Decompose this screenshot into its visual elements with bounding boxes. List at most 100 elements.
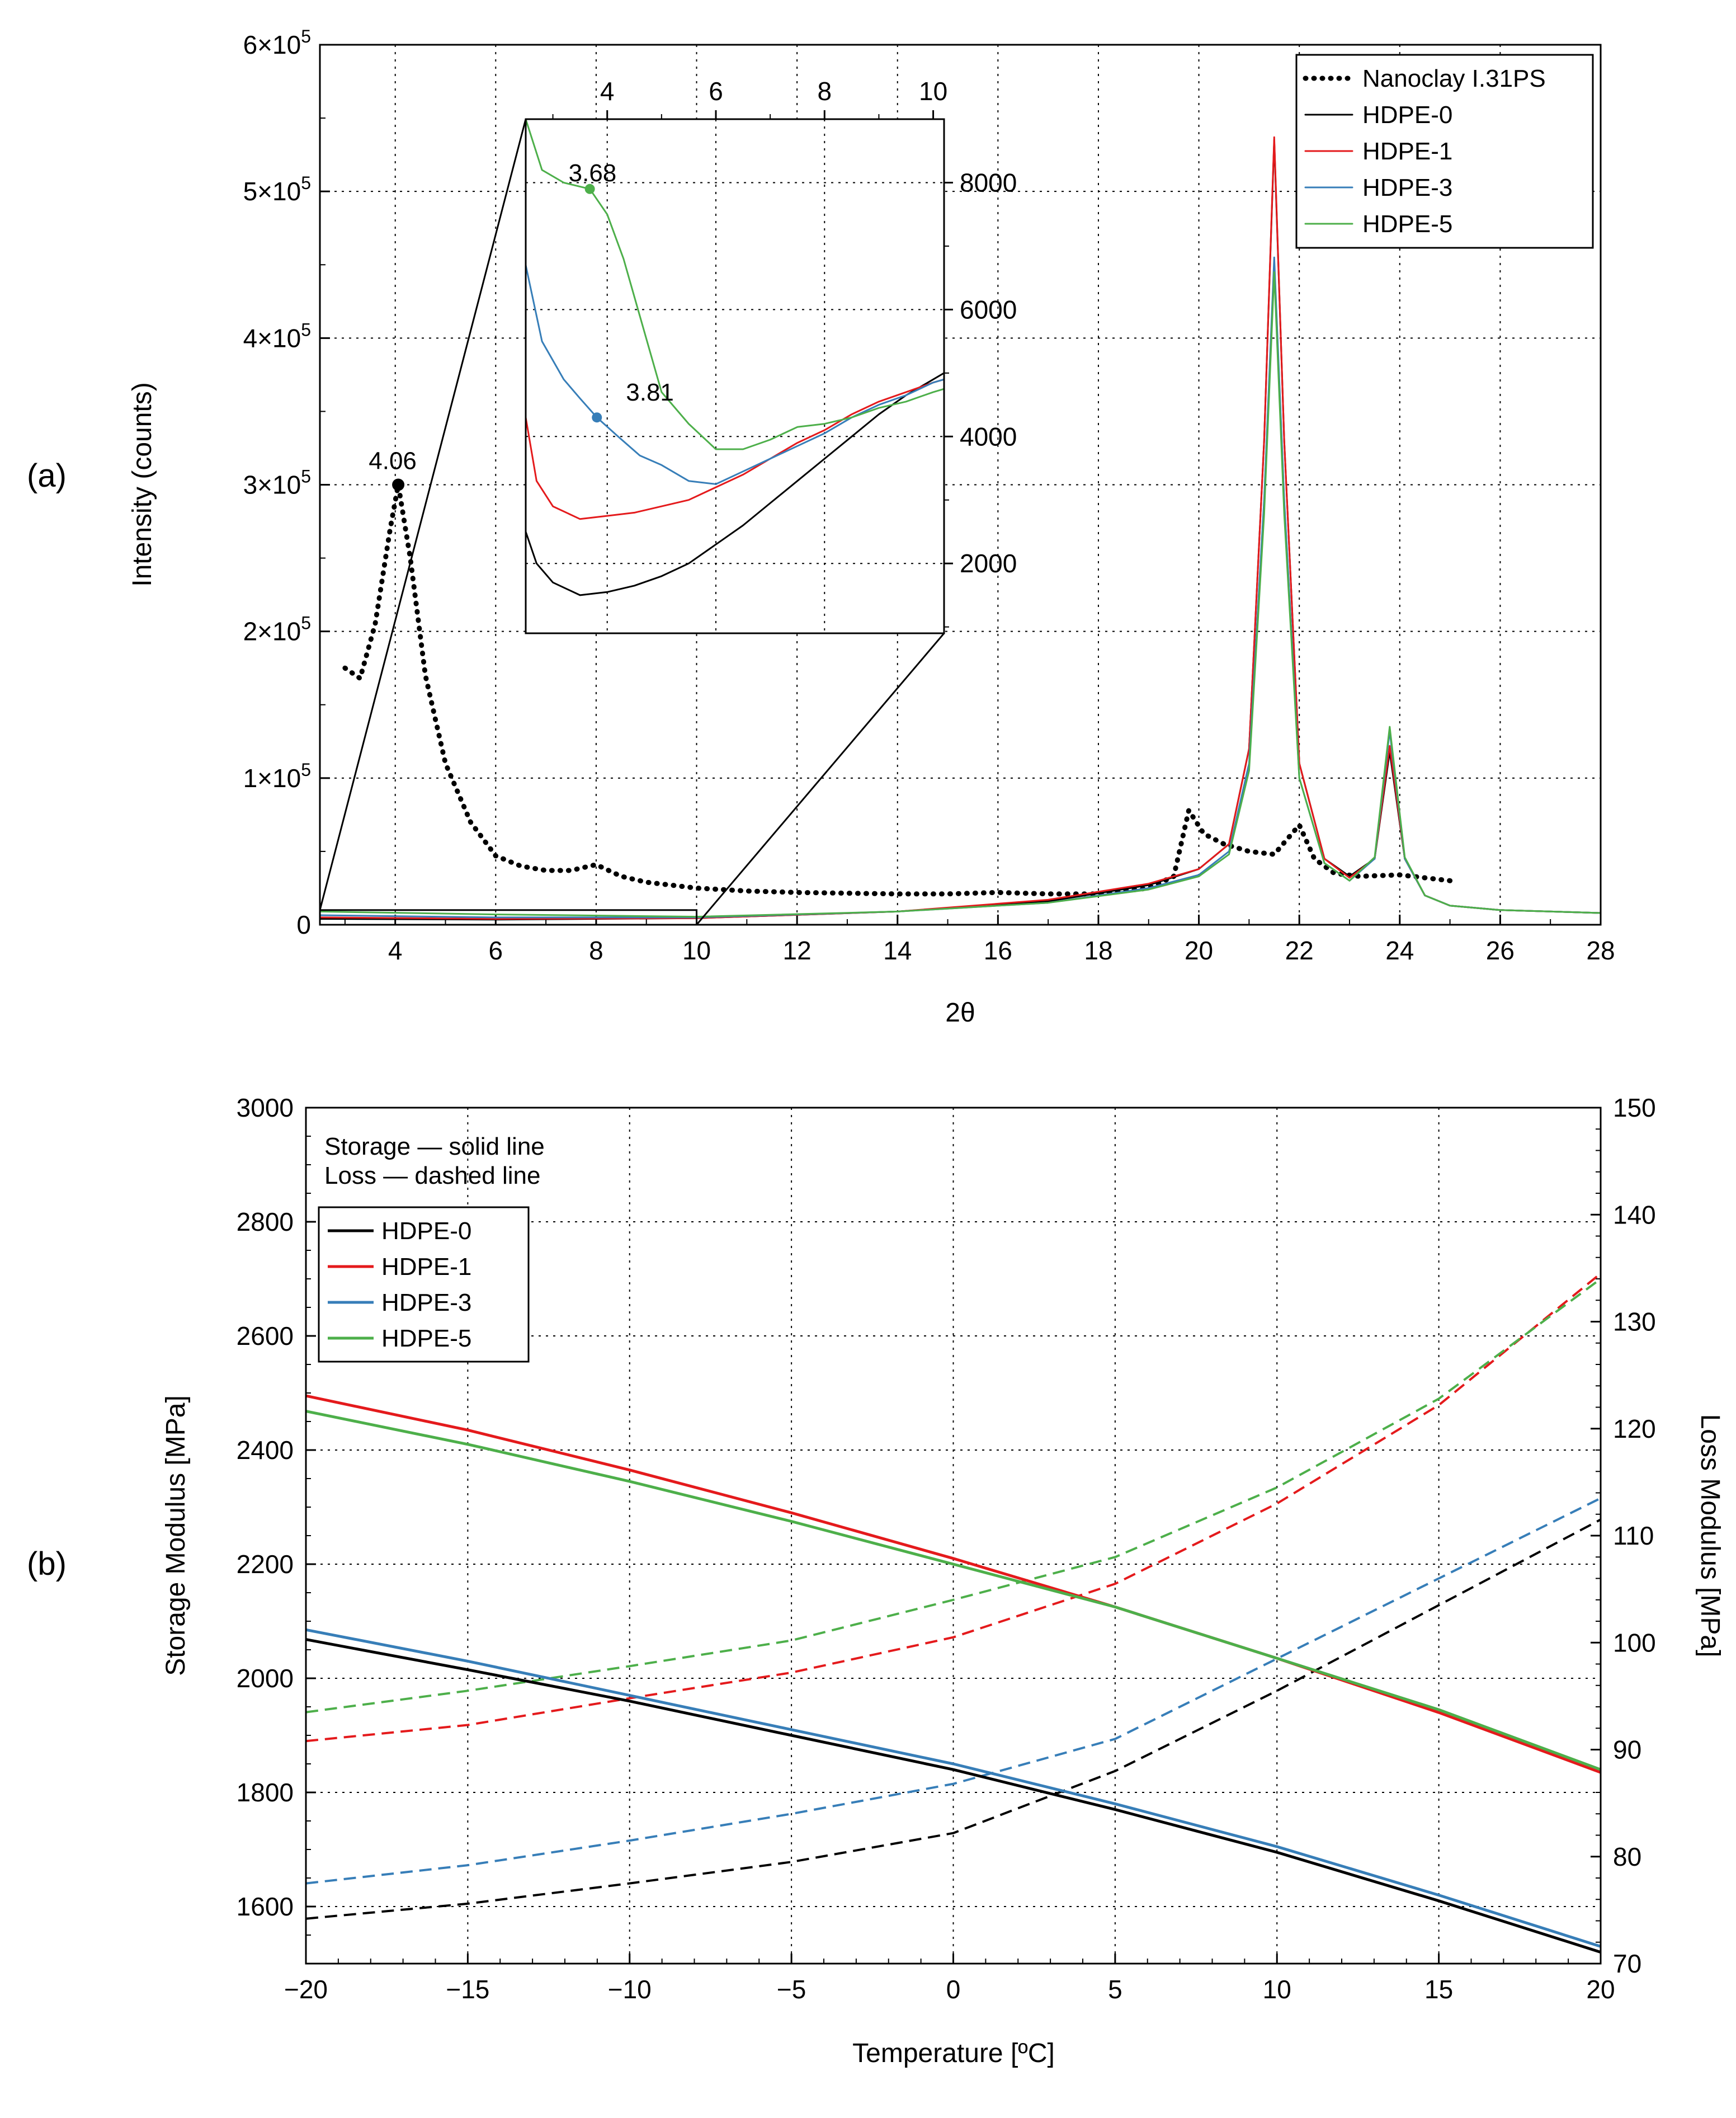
chart-b-y-tick-label: 2400 (237, 1435, 294, 1465)
loss-line-hdpe-5 (305, 1278, 1602, 1714)
inset-annotation-label: 3.68 (569, 159, 617, 187)
inset-x-tick-label: 8 (817, 77, 832, 106)
chart-b-y-right-tick-label: 90 (1613, 1735, 1641, 1764)
panel-a-label: (a) (27, 458, 67, 494)
chart-b-x-tick-label: −20 (284, 1975, 328, 2004)
chart-b-series (305, 1272, 1602, 1954)
chart-a-x-ticks: 4 6 8 10 12 14 16 18 20 22 24 26 28 (344, 915, 1615, 965)
chart-b-y-right-tick-label: 70 (1613, 1949, 1641, 1978)
inset-series-line-hdpe-1 (526, 378, 944, 520)
chart-a-y-tick-label: 3×105 (243, 467, 311, 500)
chart-a-y-tick-label: 6×105 (243, 26, 311, 59)
chart-a-x-tick-label: 12 (783, 936, 812, 965)
chart-a-y-tick-label: 2×105 (243, 613, 311, 646)
chart-a-y-label: Intensity (counts) (128, 382, 157, 586)
chart-a-frame (319, 44, 1602, 926)
chart-b-y-right-label: Loss Modulus [MPa] (1695, 1414, 1725, 1658)
panel-b-label: (b) (27, 1546, 67, 1582)
series-line-nanoclay-i-31ps (342, 482, 1453, 897)
chart-b-y-label: Storage Modulus [MPa] (161, 1395, 191, 1676)
chart-b-y-tick-label: 2200 (237, 1550, 294, 1579)
annotation-label: 4.06 (369, 448, 417, 475)
legend-label: HDPE-0 (1362, 101, 1452, 129)
legend-label: HDPE-0 (381, 1217, 471, 1245)
chart-a-x-label: 2θ (945, 998, 975, 1028)
inset-x-tick-label: 6 (709, 77, 723, 106)
chart-a-x-tick-label: 26 (1486, 936, 1515, 965)
legend-label: Nanoclay I.31PS (1362, 65, 1546, 92)
chart-b-x-tick-label: 5 (1108, 1975, 1122, 2004)
chart-a-y-tick-label: 0 (296, 910, 311, 939)
chart-a-x-tick-label: 4 (388, 936, 403, 965)
annotation-point (392, 478, 405, 491)
chart-a-y-tick-label: 5×105 (243, 173, 311, 206)
chart-a-x-tick-label: 10 (682, 936, 711, 965)
chart-a-x-tick-label: 6 (489, 936, 503, 965)
inset-y-tick-label: 6000 (960, 295, 1017, 324)
chart-b-x-tick-label: −5 (777, 1975, 806, 2004)
chart-b-y-right-tick-label: 100 (1613, 1628, 1656, 1657)
chart-a-annotations: 4.06 (369, 448, 417, 491)
storage-line-hdpe-0 (305, 1638, 1601, 1954)
chart-a-legend: Nanoclay I.31PS HDPE-0 HDPE-1 HDPE-3 HDPE-5 (1295, 54, 1594, 249)
chart-a-x-tick-label: 18 (1084, 936, 1112, 965)
chart-b-y-tick-label: 2000 (237, 1664, 294, 1693)
inset-background (526, 119, 944, 633)
zoom-connector-right (696, 633, 945, 925)
inset-x-tick-label: 10 (919, 77, 947, 106)
chart-a-x-tick-label: 8 (589, 936, 603, 965)
inset-y-tick-label: 8000 (960, 168, 1017, 197)
inset-series-line-hdpe-3 (526, 265, 944, 485)
chart-b-y-tick-label: 2600 (237, 1321, 294, 1350)
chart-b-y-right-ticks: 70 80 90 100 110 120 130 140 150 (1591, 1093, 1656, 1978)
chart-a-x-tick-label: 14 (883, 936, 912, 965)
storage-line-hdpe-5 (305, 1410, 1601, 1771)
chart-b-y-right-tick-label: 80 (1613, 1842, 1641, 1871)
zoom-connector-left (319, 119, 527, 911)
chart-b-x-tick-label: −15 (446, 1975, 489, 2004)
chart-b-y-tick-label: 1800 (237, 1778, 294, 1807)
inset-chart: 4 6 8 10 2000 4000 6000 8000 3.68 3.81 (525, 77, 1017, 634)
loss-line-hdpe-3 (305, 1497, 1601, 1885)
series-line-hdpe-5 (319, 271, 1602, 918)
chart-a-x-tick-label: 22 (1285, 936, 1314, 965)
chart-b-x-tick-label: 10 (1263, 1975, 1291, 2004)
chart-a-series (319, 136, 1602, 921)
chart-a-x-tick-label: 28 (1586, 936, 1615, 965)
inset-annotation-point (592, 412, 602, 423)
inset-series (526, 119, 944, 596)
chart-b-y-tick-label: 2800 (237, 1207, 294, 1236)
chart-b-y-right-tick-label: 150 (1613, 1093, 1656, 1122)
inset-series-line-hdpe-0 (526, 372, 944, 596)
chart-a-x-tick-label: 16 (984, 936, 1012, 965)
chart-b-y-tick-label: 3000 (237, 1093, 294, 1122)
inset-frame (525, 118, 945, 634)
chart-b-x-ticks: −20 −15 −10 −5 0 5 10 15 20 (284, 1954, 1615, 2004)
chart-b-x-tick-label: −10 (608, 1975, 652, 2004)
chart-b-y-right-tick-label: 130 (1613, 1307, 1656, 1336)
chart-a: (a) 4 6 8 10 12 14 16 18 20 22 24 26 28 0 1×105 2×105 3… (27, 26, 1615, 1028)
chart-a-x-tick-label: 20 (1185, 936, 1213, 965)
legend-label: HDPE-5 (1362, 210, 1452, 238)
chart-b-y-right-tick-label: 110 (1613, 1521, 1654, 1550)
legend-label: HDPE-1 (381, 1253, 471, 1281)
chart-a-y-tick-label: 4×105 (243, 319, 311, 352)
legend-label: HDPE-1 (1362, 138, 1452, 165)
legend-box (1295, 54, 1594, 249)
storage-line-hdpe-1 (305, 1394, 1601, 1774)
chart-b-y-right-tick-label: 120 (1613, 1414, 1656, 1443)
legend-label: HDPE-3 (1362, 174, 1452, 201)
chart-b-x-tick-label: 15 (1424, 1975, 1453, 2004)
inset-annotation-point (584, 183, 595, 194)
chart-b-x-tick-label: 20 (1586, 1975, 1615, 2004)
legend-note: Loss — dashed line (324, 1162, 540, 1189)
legend-label: HDPE-3 (381, 1289, 471, 1316)
storage-line-hdpe-3 (305, 1628, 1601, 1948)
legend-box (318, 1206, 530, 1363)
chart-b-x-tick-label: 0 (946, 1975, 961, 2004)
chart-b-y-ticks: 1600 1800 2000 2200 2400 2600 2800 3000 (237, 1093, 316, 1936)
inset-y-tick-label: 2000 (960, 549, 1017, 578)
chart-a-x-tick-label: 24 (1385, 936, 1414, 965)
